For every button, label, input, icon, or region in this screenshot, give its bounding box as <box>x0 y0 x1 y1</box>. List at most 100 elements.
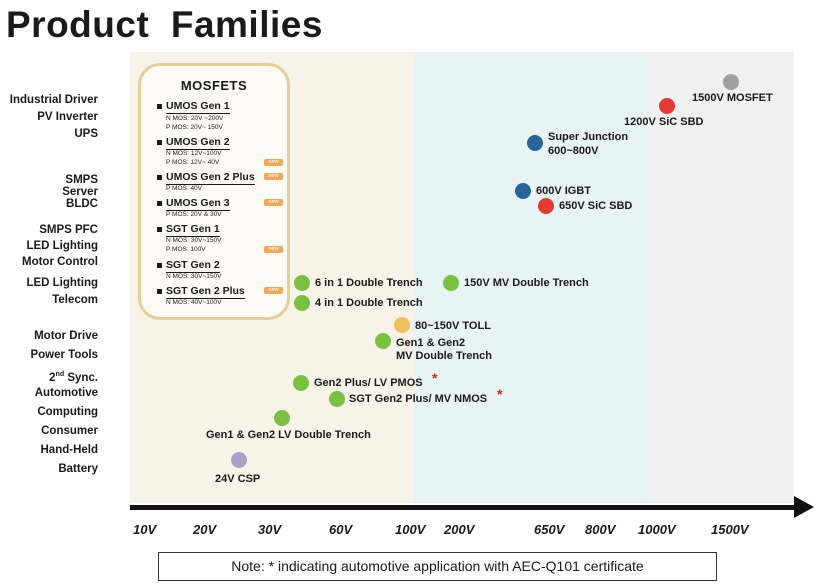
family-spec: N MOS: 20V ~200V <box>166 115 224 122</box>
product-dot <box>443 275 459 291</box>
product-label: 6 in 1 Double Trench <box>315 277 423 289</box>
family-name: SGT Gen 2 Plus <box>157 285 245 299</box>
family-name-text: SGT Gen 2 <box>166 259 220 273</box>
family-name-text: SGT Gen 2 Plus <box>166 285 245 299</box>
axis-tick-label: 20V <box>193 522 217 537</box>
product-label: Gen1 & Gen2 LV Double Trench <box>206 429 371 441</box>
app-label: Consumer <box>41 425 98 437</box>
axis-tick-label: 10V <box>133 522 157 537</box>
product-label: 1200V SiC SBD <box>624 116 704 128</box>
app-label: BLDC <box>66 198 98 210</box>
product-dot <box>329 391 345 407</box>
product-dot <box>231 452 247 468</box>
app-label: SMPS <box>65 174 98 186</box>
family-spec: P MOS: 40V <box>166 185 203 192</box>
new-badge: new <box>264 173 283 180</box>
product-label: 150V MV Double Trench <box>464 277 589 289</box>
axis-tick-label: 30V <box>258 522 282 537</box>
product-label-line2: 600~800V <box>548 145 599 157</box>
family-name: UMOS Gen 2 <box>157 136 230 150</box>
new-badge: new <box>264 287 283 294</box>
app-label: Telecom <box>52 294 98 306</box>
app-label: Power Tools <box>30 349 98 361</box>
family-name: SGT Gen 2 <box>157 259 220 273</box>
product-label-line2: MV Double Trench <box>396 350 492 362</box>
product-dot <box>659 98 675 114</box>
app-label: Motor Drive <box>34 330 98 342</box>
app-label: Automotive <box>34 387 98 399</box>
product-dot <box>527 135 543 151</box>
product-dot <box>515 183 531 199</box>
app-label: Battery <box>58 463 98 475</box>
product-label: Super Junction <box>548 131 629 143</box>
family-name-text: SGT Gen 1 <box>166 223 220 237</box>
app-label: LED Lighting <box>26 277 98 289</box>
app-label: PV Inverter <box>37 111 98 123</box>
axis-tick-label: 650V <box>534 522 565 537</box>
app-label: Sync. <box>67 371 98 384</box>
app-label: SMPS PFC <box>39 224 98 236</box>
mosfets-box: MOSFETS UMOS Gen 1 N MOS: 20V ~200V P MO… <box>138 63 290 320</box>
product-label: 650V SiC SBD <box>559 200 633 212</box>
axis-tick-label: 200V <box>444 522 475 537</box>
app-label: UPS <box>74 128 98 140</box>
product-label: 80~150V TOLL <box>415 320 491 332</box>
family-spec: N MOS: 30V~150V <box>166 237 222 244</box>
product-label: SGT Gen2 Plus/ MV NMOS <box>349 393 488 405</box>
family-name-text: UMOS Gen 2 Plus <box>166 171 255 185</box>
app-label: LED Lighting <box>26 240 98 252</box>
family-name: UMOS Gen 2 Plus <box>157 171 255 185</box>
product-label: Gen2 Plus/ LV PMOS <box>314 377 423 389</box>
product-dot <box>274 410 290 426</box>
product-dot <box>293 375 309 391</box>
product-label: 600V IGBT <box>536 185 592 197</box>
product-dot <box>294 295 310 311</box>
axis-arrow-icon <box>794 496 814 518</box>
automotive-asterisk: * <box>432 370 438 386</box>
app-label: Server <box>62 186 98 198</box>
family-name: UMOS Gen 1 <box>157 100 230 114</box>
product-dot <box>723 74 739 90</box>
app-label: Computing <box>37 406 98 418</box>
axis-tick-label: 1500V <box>711 522 749 537</box>
axis-tick-label: 60V <box>329 522 353 537</box>
product-label: 24V CSP <box>215 473 261 485</box>
app-label: Motor Control <box>21 256 98 268</box>
new-badge: new <box>264 159 283 166</box>
family-spec: P MOS: 20V & 30V <box>166 211 222 218</box>
product-label: Gen1 & Gen2 <box>396 337 466 349</box>
product-label: 1500V MOSFET <box>692 92 773 104</box>
app-label: Industrial Driver <box>9 94 98 106</box>
automotive-asterisk: * <box>497 386 503 402</box>
footnote: Note: * indicating automotive applicatio… <box>158 552 717 581</box>
product-dot <box>375 333 391 349</box>
family-spec: P MOS: 20V~ 150V <box>166 124 223 131</box>
page-title: Product Families <box>6 4 323 45</box>
family-spec: N MOS: 30V~150V <box>166 273 222 280</box>
product-label: 4 in 1 Double Trench <box>315 297 423 309</box>
family-spec: P MOS: 100V <box>166 246 206 253</box>
family-name-text: UMOS Gen 3 <box>166 197 230 211</box>
mosfets-title: MOSFETS <box>180 78 248 93</box>
family-name: UMOS Gen 3 <box>157 197 230 211</box>
family-name-text: UMOS Gen 1 <box>166 100 230 114</box>
app-label-sync: 2nd Sync. <box>49 368 98 385</box>
new-badge: new <box>264 246 283 253</box>
family-name-text: UMOS Gen 2 <box>166 136 230 150</box>
app-label: Hand-Held <box>40 444 99 456</box>
axis-tick-label: 1000V <box>638 522 676 537</box>
voltage-axis-line <box>130 505 796 510</box>
family-name: SGT Gen 1 <box>157 223 220 237</box>
product-dot <box>294 275 310 291</box>
product-dot <box>538 198 554 214</box>
axis-tick-label: 100V <box>395 522 426 537</box>
app-superscript: nd <box>55 371 65 378</box>
family-spec: N MOS: 12V~100V <box>166 150 222 157</box>
family-spec: N MOS: 40V~100V <box>166 299 222 306</box>
app-label: 2 <box>49 371 56 384</box>
axis-tick-label: 800V <box>585 522 616 537</box>
new-badge: new <box>264 199 283 206</box>
family-spec: P MOS: 12V~ 40V <box>166 159 220 166</box>
product-dot <box>394 317 410 333</box>
zone-high-voltage <box>648 52 794 503</box>
